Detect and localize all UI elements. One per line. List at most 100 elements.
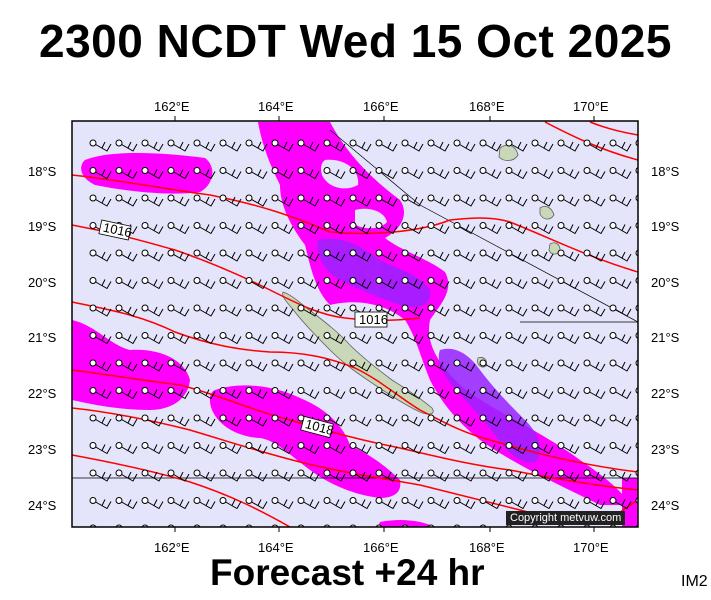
wind-barb [505, 167, 528, 180]
wind-barb [167, 249, 190, 262]
wind-barb [141, 167, 164, 180]
wind-barb [323, 194, 346, 207]
wind-barb [167, 497, 190, 510]
lat-label-right-21: 21°S [651, 330, 680, 345]
wind-barb [297, 222, 320, 235]
lat-label-right-24: 24°S [651, 498, 680, 513]
wind-barb [89, 167, 112, 180]
wind-barb [583, 442, 606, 455]
wind-barb [349, 387, 372, 400]
wind-barb [479, 387, 502, 400]
wind-barb [167, 332, 190, 345]
wind-barb [479, 249, 502, 262]
wind-barb [609, 497, 632, 510]
wind-barb [193, 469, 216, 482]
wind-barb [453, 359, 476, 372]
wind-barb [297, 304, 320, 317]
wind-barb [479, 359, 502, 372]
wind-barb [479, 442, 502, 455]
wind-barb [245, 277, 268, 290]
wind-barb [375, 414, 398, 427]
wind-barb [479, 277, 502, 290]
wind-barb [583, 359, 606, 372]
wind-barb [141, 332, 164, 345]
wind-barb [609, 442, 632, 455]
wind-barb [323, 497, 346, 510]
wind-barb [479, 469, 502, 482]
wind-barb [505, 442, 528, 455]
lon-label-bottom-168: 168°E [469, 540, 505, 555]
wind-barb [401, 442, 424, 455]
wind-barb [141, 139, 164, 152]
wind-barb [375, 249, 398, 262]
wind-barb [115, 249, 138, 262]
lat-label-left-20: 20°S [28, 275, 57, 290]
image-code: IM2 [681, 573, 708, 590]
wind-barb [89, 304, 112, 317]
wind-barb [557, 277, 580, 290]
wind-barb [583, 277, 606, 290]
wind-barb [141, 359, 164, 372]
wind-barb [323, 414, 346, 427]
wind-barb [219, 469, 242, 482]
lat-label-left-18: 18°S [28, 164, 57, 179]
wind-barb [193, 414, 216, 427]
wind-barb [89, 469, 112, 482]
wind-barb [349, 139, 372, 152]
wind-barb [115, 304, 138, 317]
wind-barb [167, 222, 190, 235]
wind-barb [141, 249, 164, 262]
wind-barb [219, 387, 242, 400]
wind-barb [375, 442, 398, 455]
wind-barb [427, 442, 450, 455]
wind-barb [167, 304, 190, 317]
wind-barb [115, 497, 138, 510]
wind-barb [115, 277, 138, 290]
wind-barb [245, 414, 268, 427]
wind-barb [609, 469, 632, 482]
wind-barb [271, 387, 294, 400]
wind-barb [323, 249, 346, 262]
isobar-label-2: 1016 [354, 311, 388, 328]
wind-barb [557, 414, 580, 427]
wind-barb [557, 497, 580, 510]
wind-barb [609, 332, 632, 345]
wind-barb [89, 139, 112, 152]
wind-barb [453, 387, 476, 400]
wind-barb [609, 194, 632, 207]
wind-barb [401, 469, 424, 482]
wind-barb [583, 332, 606, 345]
wind-barb [427, 277, 450, 290]
wind-barb [115, 442, 138, 455]
wind-barb [297, 194, 320, 207]
wind-barb [505, 139, 528, 152]
wind-barb [479, 194, 502, 207]
wind-barb [271, 167, 294, 180]
wind-barb [323, 304, 346, 317]
wind-barb [531, 277, 554, 290]
wind-barb [375, 167, 398, 180]
wind-barb [609, 387, 632, 400]
wind-barb [219, 277, 242, 290]
wind-barb [349, 442, 372, 455]
wind-barb [427, 194, 450, 207]
wind-barb [193, 194, 216, 207]
wind-barb [141, 442, 164, 455]
wind-barb [427, 139, 450, 152]
wind-barb [349, 469, 372, 482]
wind-barb [271, 277, 294, 290]
wind-barb [193, 442, 216, 455]
wind-barb [271, 304, 294, 317]
wind-barb [401, 222, 424, 235]
wind-barb [609, 304, 632, 317]
wind-barb [271, 442, 294, 455]
wind-barb [245, 359, 268, 372]
wind-barb [219, 304, 242, 317]
wind-barb [349, 249, 372, 262]
wind-barb [531, 442, 554, 455]
wind-barb [375, 304, 398, 317]
wind-barb [349, 359, 372, 372]
wind-barb [323, 359, 346, 372]
wind-barb [557, 194, 580, 207]
wind-barb [531, 469, 554, 482]
